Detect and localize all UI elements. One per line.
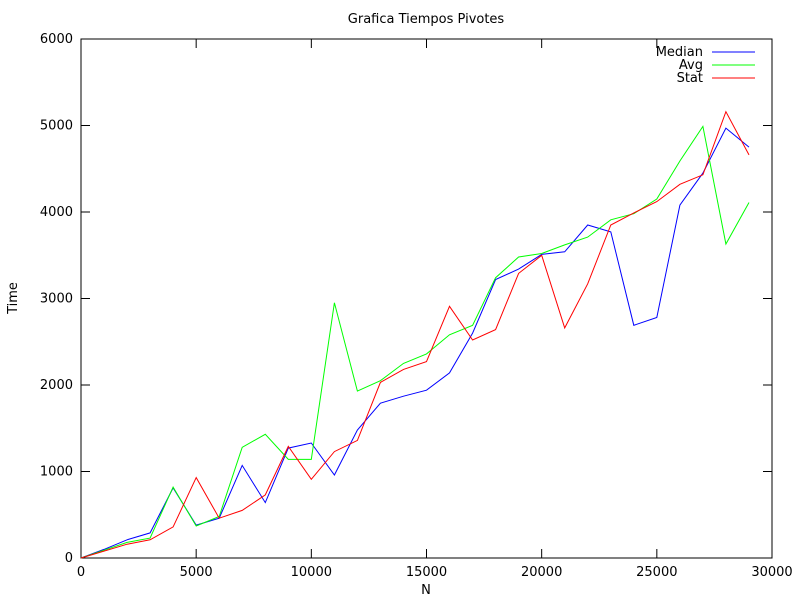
y-tick-label: 1000 (40, 465, 73, 480)
x-tick-label: 20000 (521, 565, 562, 580)
x-tick-label: 30000 (751, 565, 792, 580)
y-tick-label: 6000 (40, 32, 73, 47)
y-tick-label: 0 (65, 551, 73, 566)
axes-group: 0 5000 10000 15000 20000 25000 30000 0 1000 2000 3… (40, 32, 793, 580)
chart-title: Grafica Tiempos Pivotes (348, 12, 505, 27)
series-line-stat (80, 110, 750, 559)
y-axis-label: Time (6, 282, 21, 315)
legend-label-avg: Avg (679, 58, 703, 73)
y-tick-label: 4000 (40, 205, 73, 220)
x-tick-label: 5000 (180, 565, 213, 580)
legend-label-median: Median (656, 45, 703, 60)
plot-area (80, 110, 750, 559)
x-tick-label: 25000 (636, 565, 677, 580)
x-tick-label: 10000 (291, 565, 332, 580)
y-tick-label: 3000 (40, 292, 73, 307)
x-axis-label: N (421, 583, 431, 598)
y-tick-label: 2000 (40, 378, 73, 393)
y-tick-label: 5000 (40, 119, 73, 134)
legend-label-stat: Stat (677, 71, 703, 86)
x-tick-label: 0 (77, 565, 85, 580)
x-tick-label: 15000 (406, 565, 447, 580)
